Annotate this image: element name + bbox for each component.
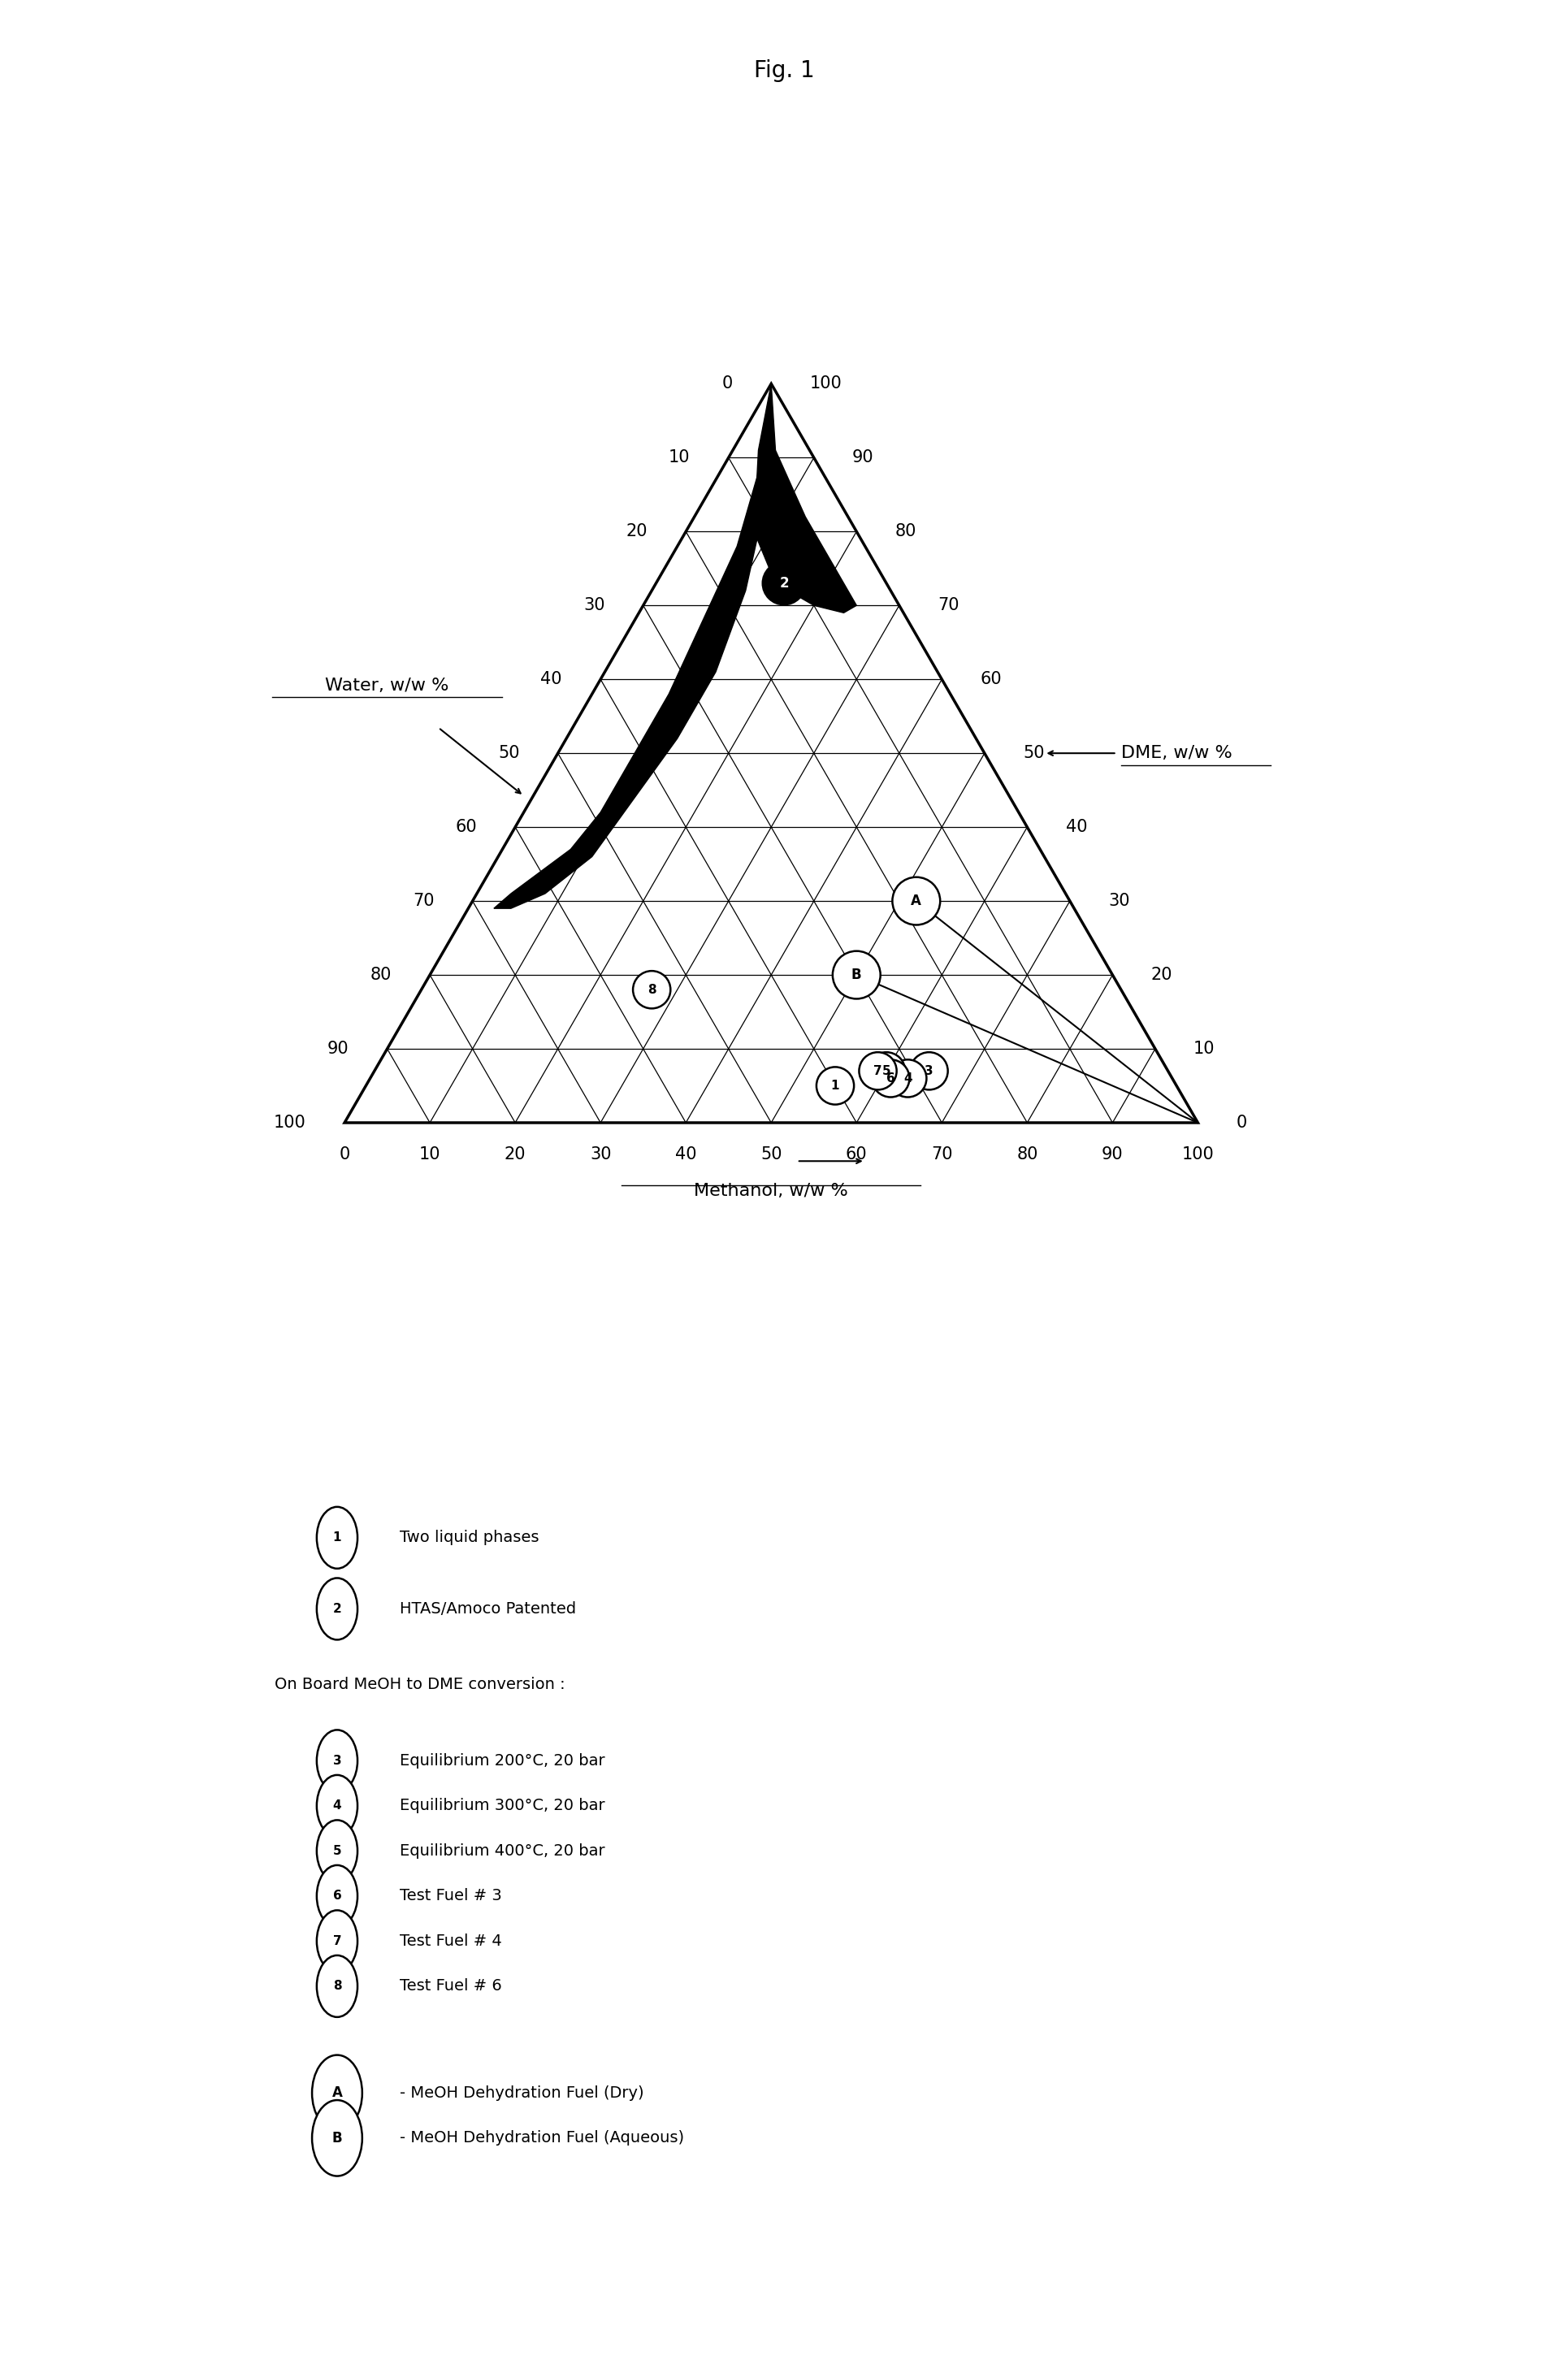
Text: 30: 30 bbox=[583, 598, 605, 615]
Text: 0: 0 bbox=[721, 375, 732, 392]
Text: 0: 0 bbox=[1236, 1115, 1247, 1132]
Text: 100: 100 bbox=[274, 1115, 306, 1132]
Text: 5: 5 bbox=[883, 1065, 891, 1077]
Text: 8: 8 bbox=[332, 1979, 342, 1993]
Text: Equilibrium 400°C, 20 bar: Equilibrium 400°C, 20 bar bbox=[400, 1844, 605, 1858]
Text: 80: 80 bbox=[370, 966, 392, 982]
Circle shape bbox=[911, 1051, 947, 1089]
Text: 100: 100 bbox=[1182, 1146, 1214, 1163]
Text: 4: 4 bbox=[903, 1073, 913, 1084]
Text: 6: 6 bbox=[332, 1889, 342, 1903]
Text: A: A bbox=[332, 2086, 342, 2100]
Polygon shape bbox=[494, 384, 771, 909]
Circle shape bbox=[867, 1051, 905, 1089]
Text: 70: 70 bbox=[931, 1146, 953, 1163]
Text: On Board MeOH to DME conversion :: On Board MeOH to DME conversion : bbox=[274, 1678, 564, 1692]
Circle shape bbox=[633, 971, 671, 1009]
Polygon shape bbox=[754, 384, 856, 612]
Text: 20: 20 bbox=[1151, 966, 1173, 982]
Text: 60: 60 bbox=[980, 672, 1002, 688]
Text: 20: 20 bbox=[626, 524, 648, 539]
Text: 50: 50 bbox=[760, 1146, 782, 1163]
Text: 30: 30 bbox=[1109, 892, 1131, 909]
Text: 0: 0 bbox=[339, 1146, 350, 1163]
Text: A: A bbox=[911, 895, 922, 909]
Text: Water, w/w %: Water, w/w % bbox=[325, 676, 448, 693]
Text: 2: 2 bbox=[779, 577, 789, 591]
Text: HTAS/Amoco Patented: HTAS/Amoco Patented bbox=[400, 1602, 577, 1616]
Text: 6: 6 bbox=[886, 1073, 895, 1084]
Circle shape bbox=[762, 562, 806, 605]
Text: 8: 8 bbox=[648, 982, 655, 997]
Circle shape bbox=[872, 1061, 909, 1096]
Text: DME, w/w %: DME, w/w % bbox=[1121, 745, 1232, 762]
Circle shape bbox=[859, 1051, 897, 1089]
Text: 80: 80 bbox=[1016, 1146, 1038, 1163]
Text: Equilibrium 300°C, 20 bar: Equilibrium 300°C, 20 bar bbox=[400, 1799, 605, 1813]
Text: 90: 90 bbox=[328, 1042, 348, 1056]
Text: 3: 3 bbox=[925, 1065, 933, 1077]
Text: - MeOH Dehydration Fuel (Dry): - MeOH Dehydration Fuel (Dry) bbox=[400, 2086, 644, 2100]
Text: 10: 10 bbox=[419, 1146, 441, 1163]
Text: Test Fuel # 4: Test Fuel # 4 bbox=[400, 1934, 502, 1948]
Text: 30: 30 bbox=[590, 1146, 612, 1163]
Text: 7: 7 bbox=[873, 1065, 883, 1077]
Text: 90: 90 bbox=[1102, 1146, 1123, 1163]
Text: 1: 1 bbox=[831, 1080, 839, 1092]
Text: 4: 4 bbox=[332, 1799, 342, 1813]
Text: 80: 80 bbox=[895, 524, 916, 539]
Text: 60: 60 bbox=[455, 819, 477, 835]
Circle shape bbox=[889, 1061, 927, 1096]
Circle shape bbox=[817, 1068, 855, 1103]
Circle shape bbox=[833, 952, 880, 999]
Text: 40: 40 bbox=[541, 672, 563, 688]
Text: Methanol, w/w %: Methanol, w/w % bbox=[695, 1182, 848, 1198]
Text: B: B bbox=[332, 2131, 342, 2145]
Text: 70: 70 bbox=[412, 892, 434, 909]
Text: - MeOH Dehydration Fuel (Aqueous): - MeOH Dehydration Fuel (Aqueous) bbox=[400, 2131, 684, 2145]
Text: 50: 50 bbox=[1022, 745, 1044, 762]
Text: 70: 70 bbox=[938, 598, 960, 615]
Text: 100: 100 bbox=[809, 375, 842, 392]
Text: 50: 50 bbox=[499, 745, 519, 762]
Text: Two liquid phases: Two liquid phases bbox=[400, 1531, 539, 1545]
Text: Test Fuel # 3: Test Fuel # 3 bbox=[400, 1889, 502, 1903]
Text: 1: 1 bbox=[332, 1531, 342, 1545]
Text: 3: 3 bbox=[332, 1754, 342, 1768]
Text: 40: 40 bbox=[1066, 819, 1087, 835]
Text: Equilibrium 200°C, 20 bar: Equilibrium 200°C, 20 bar bbox=[400, 1754, 605, 1768]
Text: 5: 5 bbox=[332, 1844, 342, 1858]
Text: 10: 10 bbox=[1193, 1042, 1215, 1056]
Text: 20: 20 bbox=[505, 1146, 525, 1163]
Text: Test Fuel # 6: Test Fuel # 6 bbox=[400, 1979, 502, 1993]
Text: 40: 40 bbox=[676, 1146, 696, 1163]
Text: B: B bbox=[851, 968, 862, 982]
Text: 90: 90 bbox=[853, 448, 873, 465]
Text: 7: 7 bbox=[332, 1934, 342, 1948]
Text: 2: 2 bbox=[332, 1602, 342, 1616]
Text: 10: 10 bbox=[668, 448, 690, 465]
Text: 60: 60 bbox=[845, 1146, 867, 1163]
Circle shape bbox=[892, 878, 941, 925]
Text: Fig. 1: Fig. 1 bbox=[754, 59, 814, 83]
